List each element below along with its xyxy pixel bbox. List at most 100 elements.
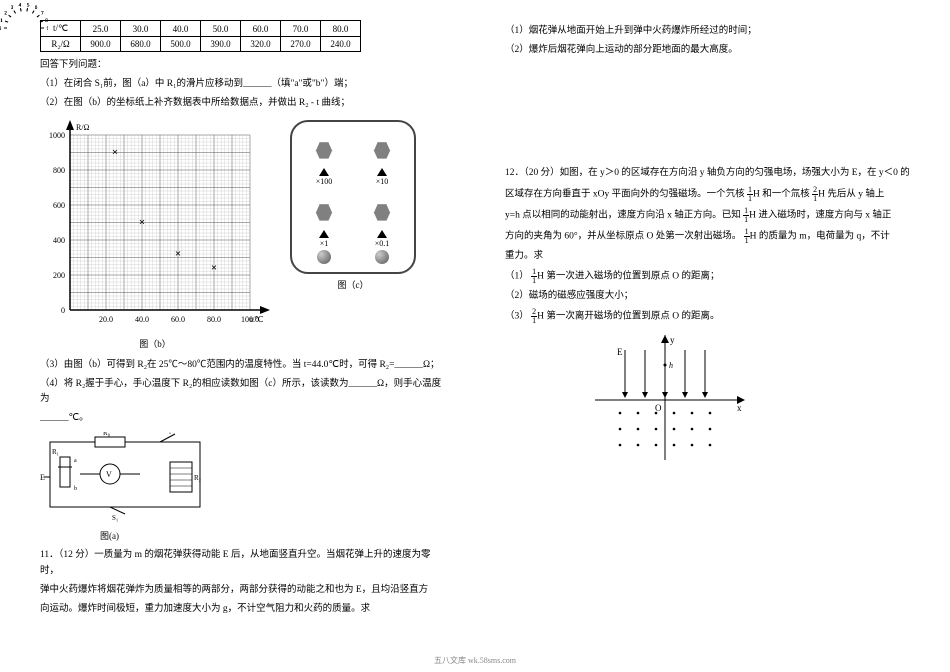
svg-text:3: 3 (11, 6, 14, 11)
svg-text:R₂: R₂ (194, 474, 202, 482)
svg-text:0: 0 (0, 27, 2, 32)
svg-text:b: b (74, 486, 77, 492)
question-11-1: 11．（12 分）一质量为 m 的烟花弹获得动能 E 后，从地面竖直升空。当烟花… (40, 548, 445, 578)
resistance-box: 0123456789 ×100 0123456789 ×10 012345678… (290, 120, 416, 274)
svg-text:R₁: R₁ (52, 448, 59, 456)
chart-svg: R/Ω t/℃ 02004006008001000 20.040.060.080… (40, 120, 270, 330)
svg-text:0: 0 (61, 306, 65, 315)
td: 900.0 (81, 37, 121, 52)
svg-text:600: 600 (53, 201, 65, 210)
dial-group: 0123456789 ×100 0123456789 ×10 012345678… (290, 120, 416, 291)
td: 390.0 (201, 37, 241, 52)
dial-arc-icon: 0123456789 (0, 0, 48, 36)
sub-q1: （1）烟花弹从地面开始上升到弹中火药爆炸所经过的时间； (505, 24, 910, 39)
fig-a-label: 图(a) (100, 529, 445, 542)
question-1: （1）在闭合 S₁前，图（a）中 R₁的滑片应移动到______（填"a"或"b… (40, 77, 445, 92)
fig-b-label: 图（b） (40, 337, 270, 350)
data-table: t/℃ 25.0 30.0 40.0 50.0 60.0 70.0 80.0 R… (40, 20, 361, 52)
svg-text:×: × (112, 146, 118, 158)
svg-text:O: O (655, 403, 662, 413)
svg-text:V: V (106, 470, 112, 479)
ylabel: R/Ω (76, 123, 90, 132)
question-3: （3）由图（b）可得到 R₂在 25℃～80℃范围内的温度特性。当 t=44.0… (40, 358, 445, 373)
terminal-icon (317, 250, 331, 264)
dial-label: ×0.1 (375, 239, 390, 248)
th: 30.0 (121, 21, 161, 37)
td: 680.0 (121, 37, 161, 52)
right-column: （1）烟花弹从地面开始上升到弹中火药爆炸所经过的时间； （2）爆炸后烟花弹向上运… (505, 20, 910, 621)
td: 500.0 (161, 37, 201, 52)
sub-q2: （2）爆炸后烟花弹向上运动的部分距地面的最大高度。 (505, 43, 910, 58)
question-12-4: 方向的夹角为 60°，并从坐标原点 O 处第一次射出磁场。 11H 的质量为 m… (505, 228, 910, 245)
field-diagram: y x O E h (585, 335, 910, 468)
svg-text:200: 200 (53, 271, 65, 280)
chart-b: R/Ω t/℃ 02004006008001000 20.040.060.080… (40, 120, 270, 350)
question-4b: ______℃。 (40, 411, 445, 426)
svg-text:×: × (139, 216, 145, 228)
circuit-svg: R₀ V R₁ a b E S₂ (40, 432, 210, 522)
sub-2: （2）磁场的磁感应强度大小； (505, 289, 910, 304)
svg-text:E: E (617, 347, 623, 357)
th: 50.0 (201, 21, 241, 37)
question-11-3: 向运动。爆炸时间极短，重力加速度大小为 g，不计空气阻力和火药的质量。求 (40, 602, 445, 617)
svg-text:100.0: 100.0 (241, 315, 259, 324)
prompt: 回答下列问题： (40, 58, 445, 73)
svg-text:2: 2 (4, 12, 7, 17)
fig-c-label: 图（c） (290, 278, 416, 291)
pointer-icon (319, 168, 329, 176)
pointer-icon (377, 168, 387, 176)
svg-text:h: h (669, 361, 673, 370)
question-11-2: 弹中火药爆炸将烟花弹炸为质量相等的两部分，两部分获得的动能之和也为 E，且均沿竖… (40, 583, 445, 598)
th: 80.0 (321, 21, 361, 37)
svg-text:×: × (175, 248, 181, 260)
dial-label: ×100 (316, 177, 333, 186)
svg-text:1000: 1000 (49, 131, 65, 140)
svg-text:8: 8 (45, 19, 48, 24)
dial-1: 0123456789 ×1 (300, 192, 348, 264)
svg-text:6: 6 (35, 6, 38, 11)
td: 320.0 (241, 37, 281, 52)
dial-label: ×1 (320, 239, 329, 248)
th: 25.0 (81, 21, 121, 37)
hex-knob-icon (315, 204, 333, 222)
footer-watermark: 五八文库 wk.58sms.com (0, 655, 950, 666)
th: 40.0 (161, 21, 201, 37)
svg-text:1: 1 (0, 19, 3, 24)
hex-knob-icon (373, 204, 391, 222)
dial-100: 0123456789 ×100 (300, 130, 348, 186)
left-column: t/℃ 25.0 30.0 40.0 50.0 60.0 70.0 80.0 R… (40, 20, 445, 621)
td: 270.0 (281, 37, 321, 52)
svg-text:E: E (40, 473, 45, 482)
sub-1: （1） 11H 第一次进入磁场的位置到原点 O 的距离； (505, 268, 910, 285)
svg-text:9: 9 (47, 27, 48, 32)
circuit-diagram: R₀ V R₁ a b E S₂ (40, 432, 445, 542)
svg-text:a: a (74, 458, 77, 464)
th: 60.0 (241, 21, 281, 37)
question-2: （2）在图（b）的坐标纸上补齐数据表中所给数据点，并做出 R₂ - t 曲线； (40, 96, 445, 111)
svg-text:400: 400 (53, 236, 65, 245)
svg-text:y: y (670, 335, 675, 345)
table-row: t/℃ 25.0 30.0 40.0 50.0 60.0 70.0 80.0 (41, 21, 361, 37)
th: 70.0 (281, 21, 321, 37)
svg-text:40.0: 40.0 (135, 315, 149, 324)
svg-text:80.0: 80.0 (207, 315, 221, 324)
svg-text:S₂: S₂ (165, 432, 172, 434)
question-4a: （4）将 R₂握于手心，手心温度下 R₂的相应读数如图（c）所示，该读数为___… (40, 377, 445, 407)
svg-text:4: 4 (19, 3, 22, 8)
question-12-5: 重力。求 (505, 249, 910, 264)
svg-text:R₀: R₀ (103, 432, 111, 437)
svg-text:×: × (211, 262, 217, 274)
td: 240.0 (321, 37, 361, 52)
svg-text:5: 5 (27, 3, 30, 8)
figure-row: R/Ω t/℃ 02004006008001000 20.040.060.080… (40, 120, 445, 350)
question-12-3: y=h 点以相同的动能射出，速度方向沿 x 轴正方向。已知 11H 进入磁场时，… (505, 207, 910, 224)
td: R₂/Ω (41, 37, 81, 52)
hex-knob-icon (373, 142, 391, 160)
svg-text:x: x (737, 403, 742, 413)
svg-text:800: 800 (53, 166, 65, 175)
sub-3: （3） 21H 第一次离开磁场的位置到原点 O 的距离。 (505, 308, 910, 325)
terminal-icon (375, 250, 389, 264)
svg-text:60.0: 60.0 (171, 315, 185, 324)
dial-0.1: 0123456789 ×0.1 (358, 192, 406, 264)
hex-knob-icon (315, 142, 333, 160)
